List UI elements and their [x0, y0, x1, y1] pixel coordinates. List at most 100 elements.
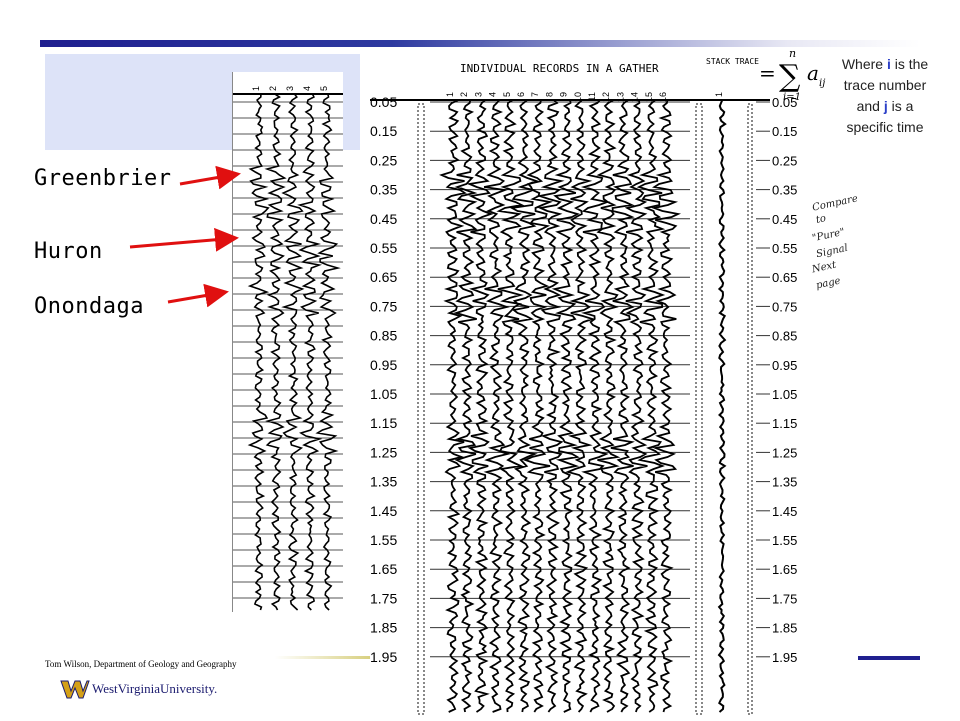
left-seismic-trace	[247, 93, 270, 611]
gather-time-label-left: 1.45	[370, 503, 397, 519]
gather-time-label-right: 1.15	[772, 416, 797, 431]
left-trace-number: 3	[285, 86, 295, 91]
gather-trace-number: 6	[516, 92, 526, 97]
gather-seismic-trace	[496, 99, 525, 713]
gather-seismic-trace	[466, 99, 494, 713]
gather-time-label-left: 0.95	[370, 357, 397, 373]
gather-time-label-right: 0.25	[772, 153, 797, 168]
gather-time-label-left: 1.95	[370, 649, 397, 665]
gather-trace-number: 15	[644, 92, 654, 102]
gather-seismic-trace	[439, 99, 467, 713]
formula-note: Where i is the trace number and j is a s…	[840, 54, 930, 138]
gather-time-label-left: 0.65	[370, 269, 397, 285]
header-rule	[40, 40, 920, 47]
handwritten-note-line: Compare	[811, 193, 859, 214]
arrow-huron	[129, 227, 239, 252]
gather-time-label-right: 0.45	[772, 212, 797, 227]
gather-seismic-trace	[650, 99, 681, 713]
gather-seismic-trace	[551, 99, 580, 713]
gather-time-label-right: 1.25	[772, 445, 797, 460]
gather-time-label-left: 0.55	[370, 240, 397, 256]
gather-time-label-right: 0.75	[772, 299, 797, 314]
left-seismic-traces: 1 2 3 4 5	[233, 86, 343, 611]
university-name: WestVirginiaUniversity.	[92, 681, 218, 696]
gather-trace-number: 9	[559, 92, 569, 97]
label-huron: Huron	[34, 239, 103, 264]
gather-time-label-left: 0.75	[370, 298, 397, 314]
formula-subscript: ij	[819, 78, 825, 89]
gather-seismic-trace	[483, 99, 511, 713]
gather-time-label-left: 1.25	[370, 444, 397, 460]
formation-arrows	[129, 165, 241, 308]
left-seismic-trace	[297, 93, 323, 611]
note-i: i	[886, 56, 891, 72]
gather-seismic-trace	[509, 99, 539, 713]
formula-upper: n	[789, 47, 796, 60]
footer-rule-left	[275, 656, 370, 659]
gather-time-label-right: 1.95	[772, 650, 797, 665]
gather-time-label-left: 1.15	[370, 415, 397, 431]
gather-time-label-left: 0.85	[370, 328, 397, 344]
gather-trace-number: 4	[488, 92, 498, 97]
handwritten-note-line: to	[814, 213, 828, 226]
note-j: j	[883, 98, 888, 114]
gather-trace-number: 1	[445, 92, 455, 97]
summation-formula: = n ∑ i=1 a ij	[759, 47, 825, 102]
handwritten-note-line: Next	[811, 259, 838, 276]
note-text-2: is the trace number and	[843, 56, 929, 114]
gather-trace-number: 12	[601, 92, 611, 102]
left-seismic-panel: 1 2 3 4 5	[232, 72, 343, 612]
label-onondaga: Onondaga	[34, 294, 144, 319]
left-trace-number: 2	[268, 86, 278, 91]
gather-title: INDIVIDUAL RECORDS IN A GATHER	[460, 62, 659, 75]
arrow-onondaga	[167, 283, 229, 308]
gather-trace-number: 11	[587, 92, 597, 101]
formula-equals: =	[759, 61, 776, 85]
gather-time-label-right: 0.95	[772, 358, 797, 373]
gather-trace-number: 7	[530, 92, 540, 97]
label-greenbrier: Greenbrier	[34, 166, 172, 191]
gather-seismic-trace	[596, 99, 621, 713]
gather-seismic-trace	[624, 99, 648, 713]
gather-trace-number: 13	[615, 92, 625, 102]
gather-time-label-right: 0.35	[772, 183, 797, 198]
handwritten-note-line: "Pure"	[811, 226, 846, 245]
gather-time-label-right: 1.55	[772, 533, 797, 548]
gather-time-label-left: 0.25	[370, 152, 397, 168]
left-trace-number: 1	[251, 86, 261, 91]
gather-time-label-left: 1.65	[370, 561, 397, 577]
stack-seismic-trace	[717, 99, 727, 713]
gather-time-label-left: 0.35	[370, 182, 397, 198]
gather-seismic-trace	[610, 99, 635, 713]
gather-seismic-trace	[636, 99, 666, 713]
gather-time-label-left: 1.75	[370, 590, 397, 606]
handwritten-note-line: page	[815, 275, 842, 292]
formula-sigma: ∑	[779, 59, 801, 94]
gather-traces: INDIVIDUAL RECORDS IN A GATHER STACK TRAC…	[370, 57, 797, 715]
formula-lower: i=1	[783, 92, 801, 102]
left-seismic-trace	[264, 93, 287, 611]
gather-seismic-trace	[453, 99, 478, 713]
gather-time-label-right: 1.45	[772, 504, 797, 519]
gather-time-label-left: 0.05	[370, 94, 397, 110]
gather-seismic-trace	[580, 99, 611, 713]
left-trace-number: 5	[319, 86, 329, 91]
gather-time-label-right: 1.35	[772, 475, 797, 490]
gather-seismic-trace	[536, 99, 565, 713]
gather-time-label-left: 1.55	[370, 532, 397, 548]
wvu-flying-wv-logo	[60, 680, 90, 699]
stack-trace-number: 1	[714, 92, 724, 97]
gather-seismic-trace	[565, 99, 596, 713]
gather-trace-number: 3	[473, 92, 483, 97]
gather-time-label-left: 1.85	[370, 620, 397, 636]
note-text-3: is a specific time	[846, 98, 924, 135]
left-seismic-trace	[281, 93, 305, 611]
stack-trace-label: STACK TRACE	[706, 57, 759, 66]
gather-hatch-right	[747, 103, 753, 715]
gather-time-label-left: 1.05	[370, 386, 397, 402]
gather-trace-number: 16	[658, 92, 668, 102]
handwritten-note-line: Signal	[815, 242, 849, 261]
footer-credit: Tom Wilson, Department of Geology and Ge…	[45, 659, 237, 669]
gather-trace-number: 14	[630, 92, 640, 102]
gather-time-label-left: 1.35	[370, 474, 397, 490]
